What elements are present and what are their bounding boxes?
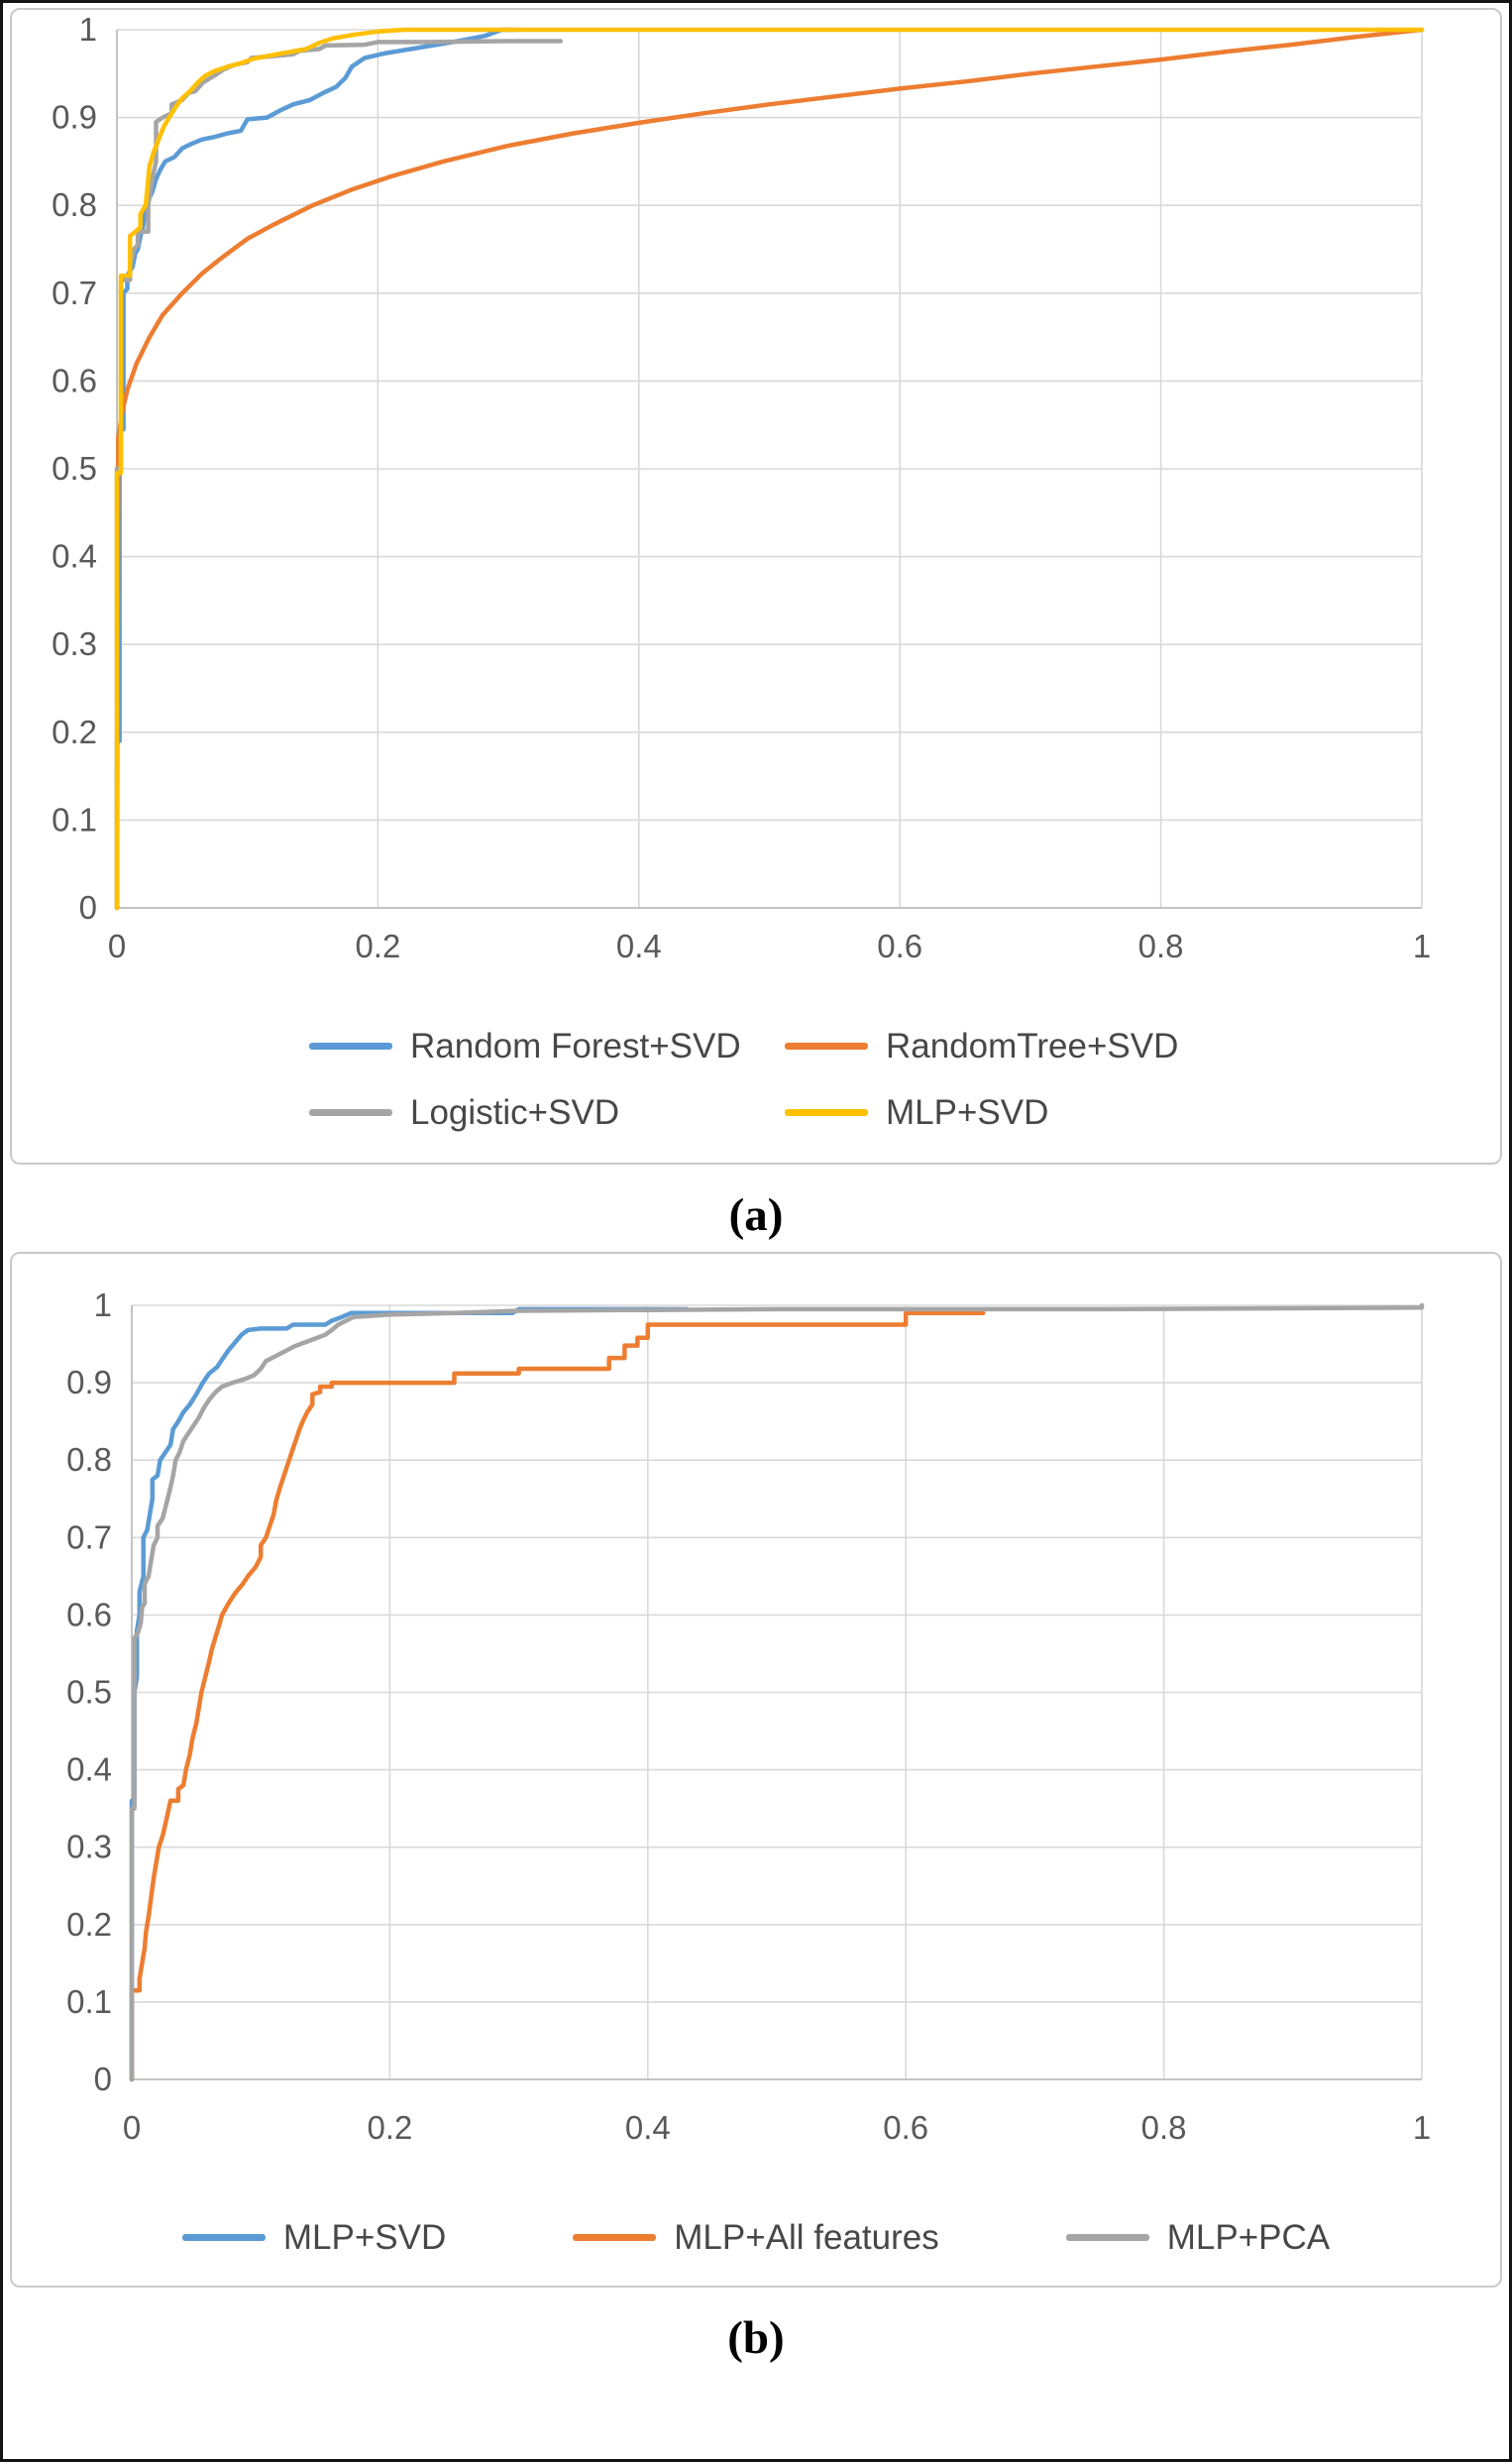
y-tick-label: 0.2: [66, 1906, 112, 1943]
y-tick-label: 1: [94, 1287, 112, 1323]
series-line-mlp-svd: [129, 1306, 690, 2082]
y-tick-label: 0.1: [52, 801, 97, 838]
y-tick-label: 0.6: [52, 362, 97, 398]
y-tick-label: 0.8: [52, 186, 97, 223]
y-tick-label: 0: [79, 889, 97, 926]
y-tick-label: 0.1: [66, 1983, 112, 2020]
y-tick-label: 0.9: [52, 99, 97, 136]
x-tick-label: 0.4: [616, 928, 662, 964]
y-tick-label: 1: [79, 11, 97, 48]
legend-label: MLP+SVD: [282, 2217, 447, 2257]
y-tick-label: 0.8: [66, 1441, 112, 1478]
series-line-randomtree-svd: [114, 27, 1425, 911]
caption-b: (b): [727, 2312, 785, 2364]
roc-chart-a-panel: 0 0.2 0.4 0.6 0.8 1 0 0.1 0.2 0.3 0.4 0.5 0.6 0.7 0.8 0…: [10, 8, 1502, 1165]
y-tick-label: 0.2: [52, 714, 97, 750]
gridlines: [116, 29, 1423, 909]
legend-swatch: [785, 1109, 868, 1116]
series-line-mlp-pca: [129, 1302, 1425, 2082]
series-line-mlp-all-features: [129, 1310, 986, 2082]
legend-swatch: [573, 2234, 657, 2241]
legend-label: Logistic+SVD: [410, 1092, 620, 1132]
legend-item-mlp-svd: MLP+SVD: [181, 2217, 447, 2258]
x-tick-label: 0.8: [1141, 2109, 1187, 2146]
y-tick-label: 0.3: [66, 1829, 112, 1865]
y-tick-label: 0.6: [66, 1596, 112, 1632]
x-tick-label: 0: [123, 2109, 141, 2146]
legend-label: Random Forest+SVD: [410, 1026, 741, 1065]
y-tick-label: 0.3: [52, 625, 97, 662]
legend-swatch: [1065, 2234, 1149, 2241]
legend-swatch: [309, 1043, 392, 1050]
x-tick-label: 1: [1413, 2109, 1431, 2146]
legend-swatch: [785, 1043, 868, 1050]
legend-item-mlp-svd: MLP+SVD: [785, 1092, 1260, 1133]
legend-item-mlp-pca: MLP+PCA: [1065, 2217, 1331, 2258]
x-tick-label: 0.6: [877, 928, 922, 964]
x-tick-label: 0.8: [1138, 928, 1184, 964]
legend-label: MLP+PCA: [1166, 2217, 1331, 2257]
legend-label: MLP+All features: [674, 2217, 939, 2257]
roc-chart-a-legend: Random Forest+SVD RandomTree+SVD Logistic+…: [12, 1026, 1500, 1133]
x-tick-label: 0.2: [367, 2109, 412, 2146]
caption-a: (a): [728, 1189, 784, 1241]
legend-label: MLP+SVD: [886, 1092, 1049, 1132]
y-tick-label: 0.4: [66, 1751, 112, 1788]
x-tick-label: 0.6: [883, 2109, 928, 2146]
y-tick-label: 0.7: [66, 1518, 112, 1555]
y-tick-label: 0.5: [66, 1674, 112, 1711]
x-tick-label: 0: [108, 928, 126, 964]
legend-label: RandomTree+SVD: [886, 1026, 1179, 1065]
y-tick-label: 0.7: [52, 275, 97, 311]
gridlines: [131, 1304, 1423, 2080]
legend-swatch: [181, 2234, 266, 2241]
y-tick-label: 0.4: [52, 538, 97, 575]
y-tick-label: 0.9: [66, 1364, 112, 1400]
roc-chart-b: 0 0.2 0.4 0.6 0.8 1 0 0.1 0.2 0.3 0.4 0.5 0.6 0.7 0.8 0…: [66, 1287, 1431, 2146]
legend-item-mlp-all-features: MLP+All features: [573, 2217, 939, 2258]
y-tick-label: 0.5: [52, 450, 97, 487]
legend-swatch: [309, 1109, 392, 1116]
roc-chart-b-panel: 0 0.2 0.4 0.6 0.8 1 0 0.1 0.2 0.3 0.4 0.5 0.6 0.7 0.8 0…: [10, 1252, 1502, 2288]
y-tick-label: 0: [94, 2061, 112, 2097]
x-tick-label: 0.4: [625, 2109, 671, 2146]
legend-item-random-forest-svd: Random Forest+SVD: [309, 1026, 785, 1066]
x-tick-label: 1: [1413, 928, 1431, 964]
series-line-logistic-svd: [114, 39, 564, 911]
roc-chart-a: 0 0.2 0.4 0.6 0.8 1 0 0.1 0.2 0.3 0.4 0.5 0.6 0.7 0.8 0…: [52, 11, 1431, 964]
x-tick-label: 0.2: [355, 928, 400, 964]
roc-chart-b-legend: MLP+SVD MLP+All features MLP+PCA: [12, 2217, 1500, 2258]
series-line-mlp-svd: [114, 27, 1425, 911]
legend-item-logistic-svd: Logistic+SVD: [309, 1092, 785, 1133]
legend-item-randomtree-svd: RandomTree+SVD: [785, 1026, 1260, 1066]
